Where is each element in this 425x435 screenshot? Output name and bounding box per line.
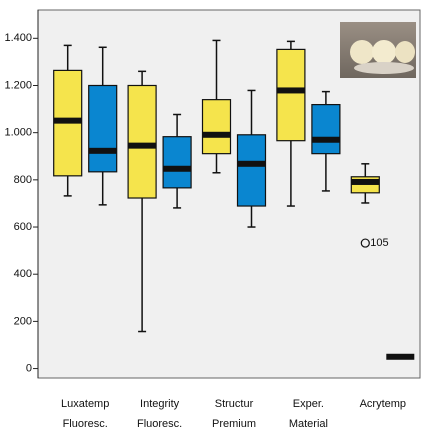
median: [312, 137, 340, 143]
x-tick-label: Integrity: [140, 398, 180, 410]
photo-inset: [340, 22, 416, 78]
median: [163, 166, 191, 172]
box: [277, 49, 305, 140]
median: [238, 161, 266, 167]
box: [128, 85, 156, 198]
y-tick-label: 600: [14, 221, 32, 233]
chart: 0 200 400 600 800 1.000 1.200 1.400 Luxatemp Fluo…: [0, 0, 425, 430]
box: [238, 135, 266, 206]
x-tick-label: Exper.: [293, 398, 324, 410]
x-tick-label: Premium: [212, 418, 256, 430]
y-tick-label: 800: [14, 174, 32, 186]
x-tick-label: Acrytemp: [360, 398, 406, 410]
box: [203, 100, 231, 154]
median: [89, 148, 117, 154]
x-tick-label: Fluoresc.: [63, 418, 108, 430]
y-tick-label: 0: [26, 362, 32, 374]
y-tick-label: 1.200: [4, 79, 32, 91]
box: [312, 105, 340, 154]
x-tick-label: Material: [289, 418, 328, 430]
x-tick-label: Fluoresc.: [137, 418, 182, 430]
box: [163, 137, 191, 188]
y-tick-label: 1.000: [4, 127, 32, 139]
y-tick-label: 1.400: [4, 32, 32, 44]
y-tick-label: 400: [14, 268, 32, 280]
median: [351, 179, 379, 185]
box: [89, 85, 117, 171]
outlier-label: 105: [370, 237, 388, 249]
median: [54, 118, 82, 124]
x-tick-label: Luxatemp: [61, 398, 109, 410]
y-tick-label: 200: [14, 315, 32, 327]
x-tick-label: Structur: [215, 398, 254, 410]
median: [277, 87, 305, 93]
median: [203, 132, 231, 138]
median: [386, 354, 414, 360]
median: [128, 143, 156, 149]
